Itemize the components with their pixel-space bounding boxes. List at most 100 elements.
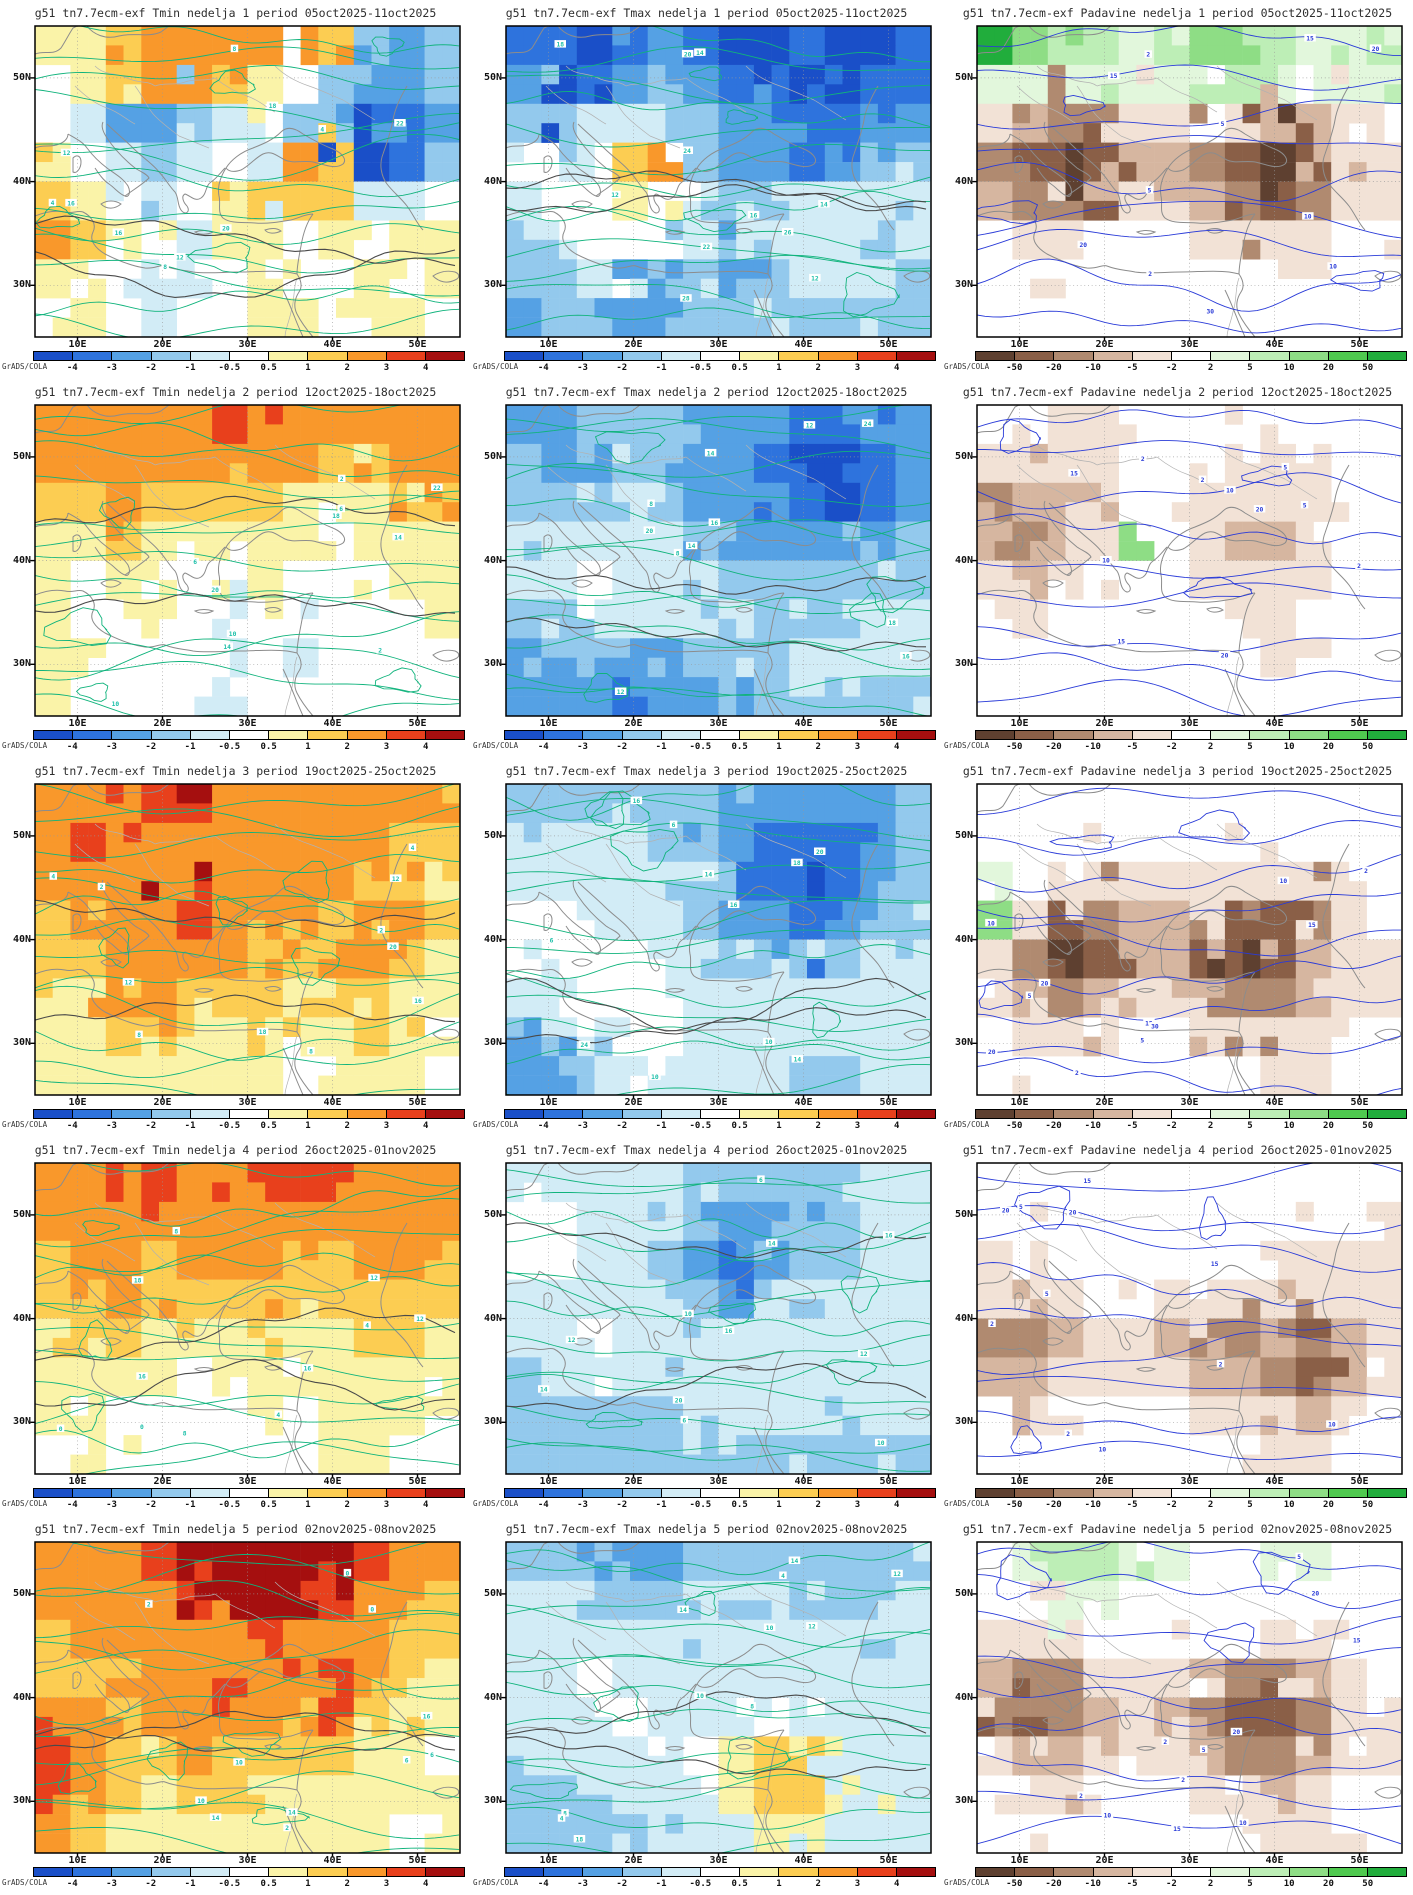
contour-label: 12 <box>617 689 625 696</box>
colorbar-tick-label: 2 <box>1207 1500 1214 1510</box>
colorbar-segment <box>1328 1489 1368 1497</box>
colorbar-tick-label: 20 <box>1323 1500 1334 1510</box>
contour-label: 12 <box>893 1571 901 1578</box>
grads-credit: GrADS/COLA <box>2 1499 48 1508</box>
colorbar-segment <box>151 1489 191 1497</box>
colorbar-segment <box>896 352 936 360</box>
colorbar-tick-label: -1 <box>184 1500 196 1510</box>
panel-title: g51 tn7.7ecm-exf Padavine nedelja 2 peri… <box>962 385 1393 399</box>
colorbar-segment <box>622 1489 662 1497</box>
contour-label: 20 <box>1312 1590 1320 1597</box>
colorbar-segment <box>269 1868 309 1876</box>
colorbar-segment <box>661 352 701 360</box>
grads-credit: GrADS/COLA <box>944 1878 990 1887</box>
colorbar-tick-label: 10 <box>1283 1121 1295 1131</box>
panel-title: g51 tn7.7ecm-exf Padavine nedelja 4 peri… <box>962 1143 1393 1157</box>
colorbar-segment <box>1367 731 1407 739</box>
colorbar-tick-label: 2 <box>344 1500 350 1510</box>
lat-axis-label: 30N <box>954 1037 973 1049</box>
colorbar-tick-label: 2 <box>344 1879 350 1889</box>
colorbar-tick-label: -5 <box>1126 363 1138 373</box>
contour-label: 2 <box>100 884 104 891</box>
grads-credit: GrADS/COLA <box>2 741 48 750</box>
contour-label: 15 <box>1070 471 1078 478</box>
grads-credit: GrADS/COLA <box>473 1878 519 1887</box>
colorbar <box>33 1867 465 1877</box>
panel-title: g51 tn7.7ecm-exf Tmin nedelja 3 period 1… <box>34 764 437 778</box>
colorbar-tick-label: 2 <box>815 363 821 373</box>
colorbar-tick-label: 10 <box>1283 1500 1295 1510</box>
contour-label: 20 <box>1069 1210 1077 1217</box>
contour-label: 5 <box>1202 1747 1206 1754</box>
lon-axis-label: 40E <box>794 1476 813 1487</box>
lon-axis-label: 50E <box>408 339 427 350</box>
contour-label: 4 <box>411 845 415 852</box>
panel-padavine-week-2: g51 tn7.7ecm-exf Padavine nedelja 2 peri… <box>942 379 1413 758</box>
colorbar-segment <box>622 1868 662 1876</box>
colorbar-segment <box>505 731 545 739</box>
colorbar-tick-label: 3 <box>383 1121 390 1131</box>
colorbar-segment <box>818 1868 858 1876</box>
lon-axis-label: 10E <box>1010 718 1029 729</box>
lon-axis-label: 10E <box>539 1476 558 1487</box>
colorbar-segment <box>661 731 701 739</box>
colorbar-segment <box>740 352 780 360</box>
contour-label: 2 <box>990 1321 994 1328</box>
lat-axis-label: 40N <box>12 175 31 187</box>
colorbar-tick-label: -2 <box>616 1879 628 1889</box>
contour-label: 2 <box>379 927 383 934</box>
colorbar-tick-label: 1 <box>776 742 782 752</box>
colorbar-tick-label: -2 <box>1165 363 1177 373</box>
lon-axis-label: 50E <box>408 1476 427 1487</box>
contour-label: 8 <box>137 1032 141 1039</box>
colorbar-tick-label: -1 <box>655 1500 667 1510</box>
colorbar-tick-label: 1 <box>776 1500 782 1510</box>
colorbar-tick-label: -4 <box>537 742 549 752</box>
lon-axis-label: 30E <box>709 1476 728 1487</box>
contour-label: 6 <box>672 822 676 829</box>
contour-label: 15 <box>1308 922 1316 929</box>
lon-axis-label: 40E <box>1265 1476 1284 1487</box>
lon-axis-label: 50E <box>1350 1097 1369 1108</box>
contour-label: 12 <box>416 1316 424 1323</box>
colorbar-segment <box>583 352 623 360</box>
colorbar-segment <box>1015 352 1055 360</box>
lon-axis-label: 40E <box>1265 339 1284 350</box>
lat-axis-label: 30N <box>483 658 502 670</box>
contour-label: 18 <box>888 620 896 627</box>
colorbar-segment <box>229 1489 270 1497</box>
contour-label: 2 <box>1181 1777 1185 1784</box>
lat-axis-label: 30N <box>954 279 973 291</box>
contour-label: 2 <box>1075 1070 1079 1077</box>
grads-credit: GrADS/COLA <box>473 1120 519 1129</box>
contour-label: 8 <box>309 1048 313 1055</box>
lon-axis-label: 40E <box>794 718 813 729</box>
colorbar-tick-label: 20 <box>1323 1121 1334 1131</box>
colorbar-segment <box>896 731 936 739</box>
colorbar-tick-label: 3 <box>854 1121 861 1131</box>
colorbar-tick-label: 4 <box>423 363 429 373</box>
contour-label: 14 <box>679 1607 687 1614</box>
contour-label: 14 <box>791 1558 799 1565</box>
contour-label: 8 <box>174 1228 178 1235</box>
lon-axis-label: 50E <box>1350 1476 1369 1487</box>
colorbar-tick-label: -1 <box>655 363 667 373</box>
lat-axis-label: 50N <box>954 1587 973 1599</box>
colorbar-tick-label: 5 <box>1247 1879 1253 1889</box>
colorbar-segment <box>151 1868 191 1876</box>
contour-label: 16 <box>138 1374 146 1381</box>
lat-axis-label: 50N <box>483 1208 502 1220</box>
contour-label: 12 <box>176 254 184 261</box>
colorbar-segment <box>505 1489 545 1497</box>
contour-label: 22 <box>396 120 404 127</box>
colorbar-segment <box>1211 1489 1251 1497</box>
lon-axis-label: 40E <box>1265 1097 1284 1108</box>
contour-label: 12 <box>392 876 400 883</box>
lat-axis-label: 50N <box>12 1587 31 1599</box>
colorbar-segment <box>425 1110 465 1118</box>
colorbar-tick-label: 0.5 <box>260 1879 277 1889</box>
grads-credit: GrADS/COLA <box>944 741 990 750</box>
colorbar-segment <box>1093 1489 1133 1497</box>
colorbar-segment <box>269 352 309 360</box>
